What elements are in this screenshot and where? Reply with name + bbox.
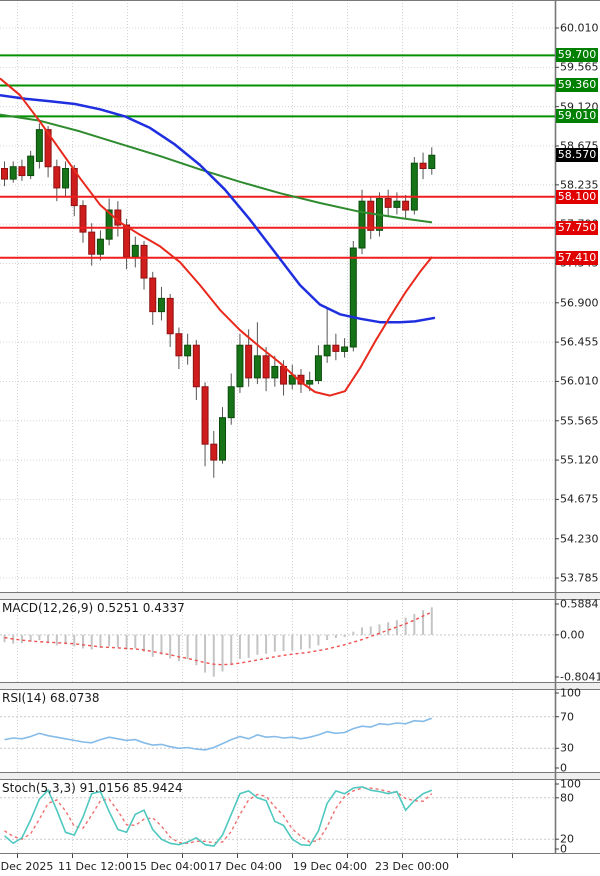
current-price-badge: 58.570 bbox=[556, 148, 598, 163]
macd-tick-label: -0.8041 bbox=[560, 670, 600, 684]
price-tick-label: 55.565 bbox=[560, 414, 599, 428]
ma-mid-blue-line bbox=[0, 93, 436, 324]
stoch-tick-label: 80 bbox=[560, 791, 574, 805]
rsi-tick-label: 0 bbox=[560, 761, 567, 775]
price-tick-label: 56.455 bbox=[560, 335, 599, 349]
support-price-badge: 58.100 bbox=[556, 189, 598, 204]
rsi-indicator-label: RSI(14) 68.0738 bbox=[2, 691, 100, 705]
price-tick-label: 54.230 bbox=[560, 532, 599, 546]
price-tick-label: 53.785 bbox=[560, 571, 599, 585]
ma-slow-green-line bbox=[0, 113, 433, 224]
panel-frame bbox=[0, 0, 600, 858]
macd-tick-label: 0.00 bbox=[560, 628, 585, 642]
ma-fast-red-line bbox=[0, 77, 433, 397]
resistance-price-badge: 59.360 bbox=[556, 78, 598, 93]
price-tick-label: 55.120 bbox=[560, 453, 599, 467]
time-tick-label: 17 Dec 04:00 bbox=[208, 860, 282, 873]
macd-histogram bbox=[3, 607, 433, 677]
stoch-k-line bbox=[3, 785, 433, 847]
time-tick-label: 11 Dec 12:00 bbox=[58, 860, 132, 873]
time-tick-label: 19 Dec 04:00 bbox=[293, 860, 367, 873]
rsi-line bbox=[4, 717, 433, 751]
macd-tick-label: 0.5884 bbox=[560, 597, 599, 611]
price-tick-label: 56.900 bbox=[560, 296, 599, 310]
macd-indicator-label: MACD(12,26,9) 0.5251 0.4337 bbox=[2, 601, 185, 615]
stoch-tick-label: 20 bbox=[560, 832, 574, 846]
price-tick-label: 60.010 bbox=[560, 21, 599, 35]
stoch-tick-label: 0 bbox=[560, 842, 567, 856]
time-tick-label: 23 Dec 00:00 bbox=[375, 860, 449, 873]
candles-layer bbox=[1, 123, 436, 478]
resistance-price-badge: 59.700 bbox=[556, 48, 598, 63]
macd-signal-line bbox=[4, 611, 433, 666]
price-tick-label: 56.010 bbox=[560, 374, 599, 388]
stoch-tick-label: 100 bbox=[560, 777, 581, 791]
resistance-price-badge: 59.010 bbox=[556, 109, 598, 124]
support-price-badge: 57.410 bbox=[556, 250, 598, 265]
price-tick-label: 59.565 bbox=[560, 60, 599, 74]
time-tick-label: 15 Dec 04:00 bbox=[133, 860, 207, 873]
rsi-tick-label: 70 bbox=[560, 710, 574, 724]
rsi-tick-label: 100 bbox=[560, 686, 581, 700]
price-tick-label: 58.235 bbox=[560, 178, 599, 192]
rsi-tick-label: 30 bbox=[560, 741, 574, 755]
support-price-badge: 57.750 bbox=[556, 220, 598, 235]
time-tick-label: Dec 2025 bbox=[0, 860, 54, 873]
stoch-indicator-label: Stoch(5,3,3) 91.0156 85.9424 bbox=[2, 781, 183, 795]
price-tick-label: 54.675 bbox=[560, 492, 599, 506]
stoch-d-line bbox=[4, 787, 433, 845]
price-levels-layer bbox=[0, 54, 555, 259]
